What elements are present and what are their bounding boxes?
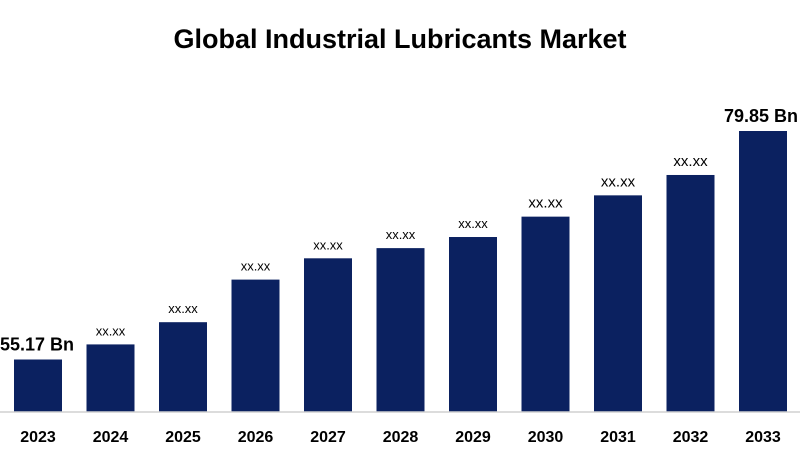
x-tick-label-2028: 2028 xyxy=(383,429,419,446)
data-label-2032: xx.xx xyxy=(673,153,708,170)
bar-2025 xyxy=(159,322,207,412)
bar-2029 xyxy=(449,237,497,412)
data-labels-group: 55.17 Bn xx.xx xx.xx xx.xx xx.xx xx.xx xx.xx xx… xyxy=(0,106,798,355)
data-label-2031: xx.xx xyxy=(601,173,636,190)
bar-2028 xyxy=(376,248,425,412)
data-label-2030: xx.xx xyxy=(528,195,563,212)
bars-group xyxy=(14,131,787,412)
data-label-2033: 79.85 Bn xyxy=(724,106,798,126)
bar-2031 xyxy=(594,195,642,412)
x-tick-label-2027: 2027 xyxy=(310,429,346,446)
bar-2027 xyxy=(304,258,352,412)
x-tick-label-2031: 2031 xyxy=(600,429,636,446)
x-tick-label-2030: 2030 xyxy=(528,429,564,446)
x-tick-labels-group: 2023 2024 2025 2026 2027 2028 2029 2030 2031 2032… xyxy=(20,429,781,446)
x-tick-label-2023: 2023 xyxy=(20,429,56,446)
data-label-2029: xx.xx xyxy=(458,216,488,231)
bar-2030 xyxy=(521,216,570,412)
bar-2024 xyxy=(86,344,135,412)
bar-2023 xyxy=(14,359,62,412)
bar-2033 xyxy=(739,131,787,412)
x-tick-label-2024: 2024 xyxy=(93,429,129,446)
data-label-2023: 55.17 Bn xyxy=(0,335,74,355)
x-tick-label-2033: 2033 xyxy=(745,429,781,446)
x-tick-label-2025: 2025 xyxy=(165,429,201,446)
data-label-2025: xx.xx xyxy=(168,301,198,316)
data-label-2024: xx.xx xyxy=(96,323,126,338)
bar-2032 xyxy=(666,174,715,412)
bar-2026 xyxy=(231,279,280,412)
data-label-2026: xx.xx xyxy=(241,259,271,274)
x-tick-label-2029: 2029 xyxy=(455,429,491,446)
chart-title: Global Industrial Lubricants Market xyxy=(173,24,627,54)
x-tick-label-2032: 2032 xyxy=(673,429,709,446)
x-tick-label-2026: 2026 xyxy=(238,429,274,446)
data-label-2028: xx.xx xyxy=(386,227,416,242)
data-label-2027: xx.xx xyxy=(313,237,343,252)
